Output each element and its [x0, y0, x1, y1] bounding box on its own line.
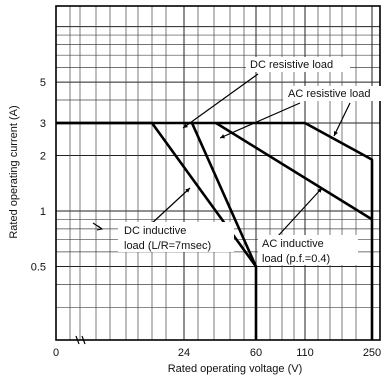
dc-inductive-curve — [190, 122, 258, 268]
annotation-leaders — [92, 73, 351, 237]
ac-inductive-label: load (p.f.=0.4) — [262, 253, 330, 265]
ac-resistive-arrowhead — [220, 134, 225, 139]
curves — [56, 121, 374, 340]
dc-resistive-label-bg — [246, 57, 350, 72]
ac-inductive-arrowhead — [317, 188, 322, 193]
grid — [55, 5, 381, 345]
dc-inductive-label: load (L/R=7msec) — [124, 240, 211, 252]
dc-inductive-label-bg — [118, 222, 234, 252]
x-tick-label: 110 — [296, 347, 314, 359]
x-tick-label: 250 — [363, 347, 381, 359]
dc-inductive-arrowhead — [185, 188, 190, 193]
ac-inductive-curve — [215, 121, 373, 221]
y-tick-label: 2 — [40, 150, 46, 162]
stray-arrow-mark — [92, 222, 104, 231]
dc-resistive-arrowhead — [183, 123, 188, 128]
ac-resistive-label-bg — [283, 86, 383, 101]
tick-labels: 0 24 60 110 250 0.5 1 2 3 5 — [31, 77, 381, 359]
y-tick-label: 5 — [40, 77, 46, 89]
x-axis-title: Rated operating voltage (V) — [168, 363, 303, 375]
ac-resistive-curve — [56, 121, 374, 340]
x-tick-label: 24 — [178, 347, 190, 359]
plot-frame — [55, 5, 381, 341]
ac-inductive-label-bg — [258, 235, 358, 265]
ac-inductive-leader — [277, 187, 323, 237]
ac-resistive-label: AC resistive load — [288, 88, 371, 100]
ac-resistive-arrowhead — [334, 131, 338, 136]
dc-inductive-leader — [149, 187, 191, 226]
dc-inductive-label: DC inductive — [124, 225, 186, 237]
y-tick-label: 1 — [40, 206, 46, 218]
ac-resistive-leader — [333, 102, 351, 137]
y-tick-label: 3 — [40, 118, 46, 130]
y-tick-label: 0.5 — [31, 262, 46, 274]
ac-resistive-leader — [219, 102, 301, 139]
ac-inductive-label: AC inductive — [262, 238, 324, 250]
x-tick-label: 0 — [53, 347, 59, 359]
y-axis-title: Rated operating current (A) — [8, 105, 20, 238]
dc-resistive-leader — [182, 73, 259, 129]
annotation-labels: DC resistive load AC resistive load DC ind… — [118, 57, 383, 265]
x-tick-label: 60 — [250, 347, 262, 359]
axis-break-mark — [75, 335, 86, 345]
dc-resistive-label: DC resistive load — [250, 59, 333, 71]
